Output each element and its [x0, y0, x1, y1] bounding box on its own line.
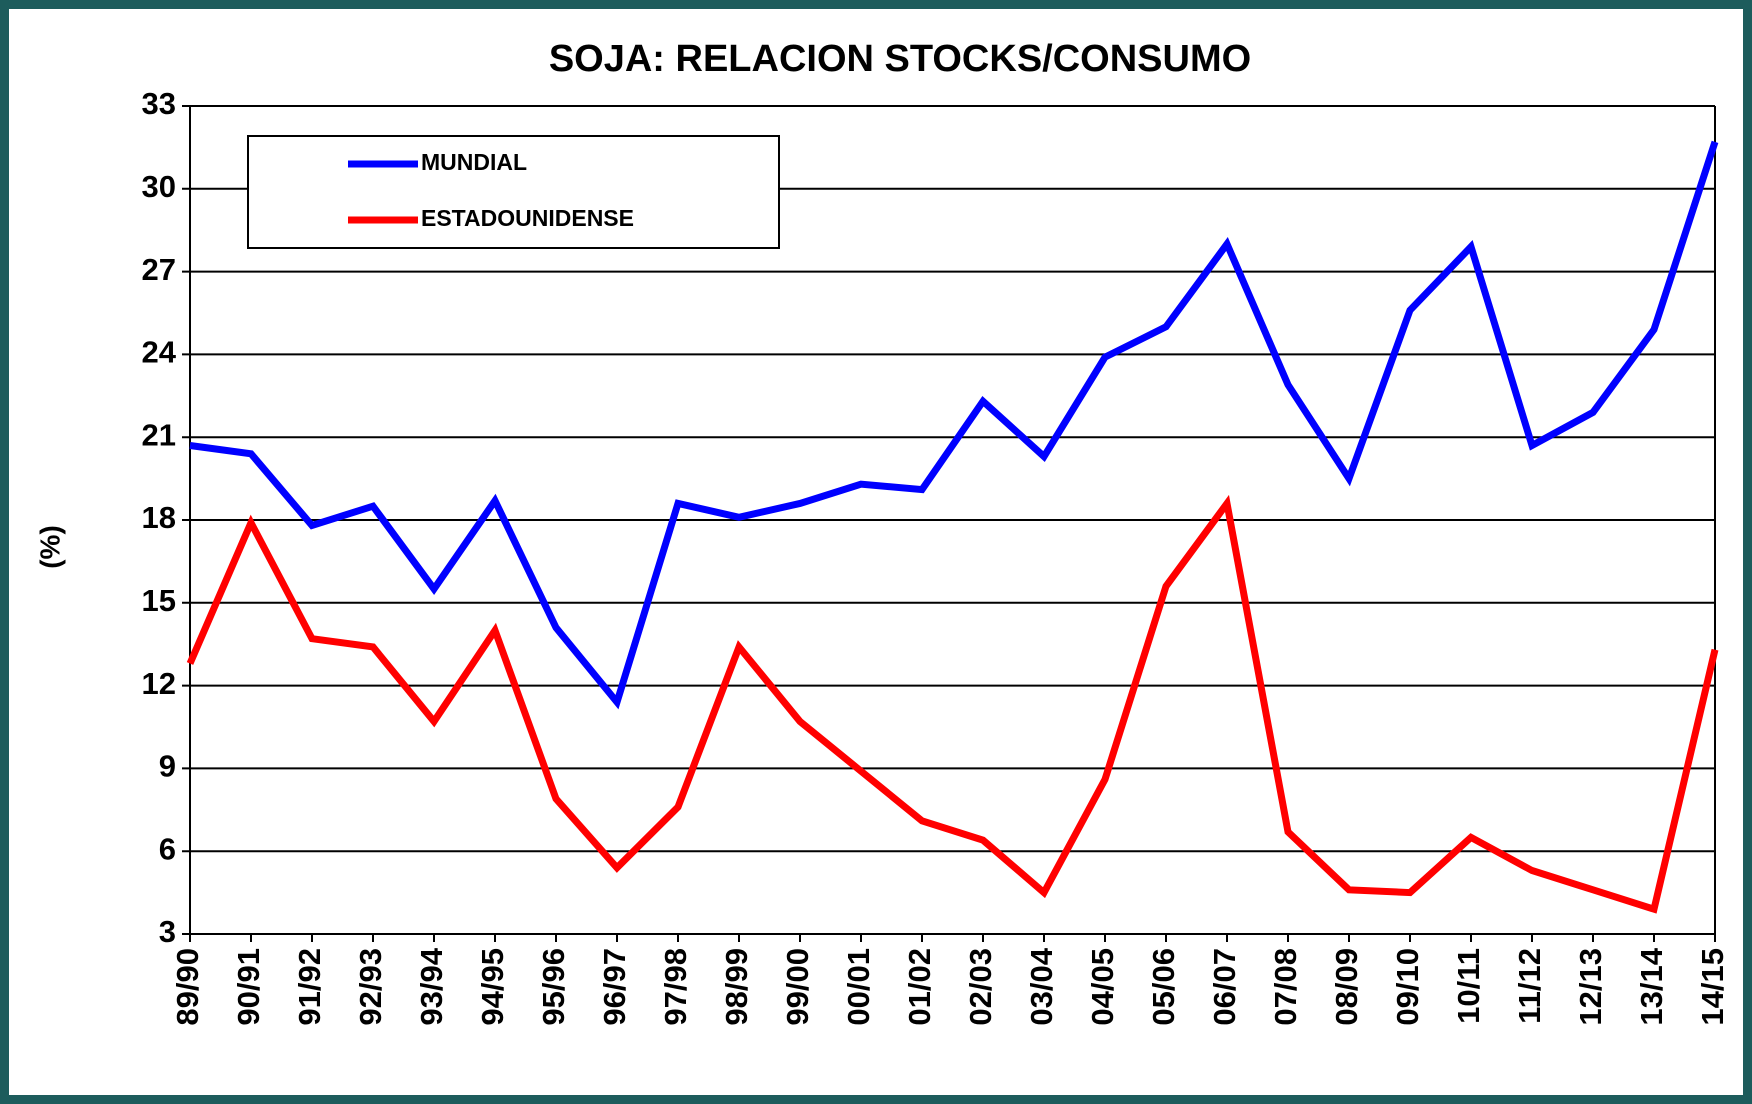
x-tick-label: 91/92 — [292, 948, 327, 1026]
x-tick-label: 90/91 — [231, 948, 266, 1026]
x-tick-label: 12/13 — [1573, 948, 1608, 1026]
legend-box — [247, 135, 780, 249]
x-tick-label: 00/01 — [841, 948, 876, 1026]
y-tick-label: 21 — [142, 417, 176, 452]
x-tick-label: 05/06 — [1146, 948, 1181, 1026]
x-tick-label: 11/12 — [1512, 948, 1547, 1024]
y-tick-label: 24 — [142, 335, 177, 370]
x-tick-label: 89/90 — [170, 948, 205, 1026]
x-tick-label: 04/05 — [1085, 948, 1120, 1026]
x-tick-label: 96/97 — [597, 948, 632, 1026]
y-tick-label: 30 — [142, 169, 176, 204]
legend-label: MUNDIAL — [421, 149, 527, 175]
x-tick-label: 08/09 — [1329, 948, 1364, 1026]
x-tick-label: 95/96 — [536, 948, 571, 1026]
y-tick-label: 12 — [142, 666, 176, 701]
x-tick-label: 07/08 — [1268, 948, 1303, 1026]
series-line — [186, 494, 1719, 914]
y-tick-label: 6 — [159, 831, 176, 866]
y-axis-label: (%) — [34, 525, 65, 569]
x-tick-label: 09/10 — [1390, 948, 1425, 1026]
y-tick-label: 18 — [142, 500, 176, 535]
x-tick-label: 92/93 — [353, 948, 388, 1026]
y-tick-label: 9 — [159, 749, 176, 784]
x-tick-label: 97/98 — [658, 948, 693, 1026]
x-tick-label: 13/14 — [1634, 947, 1669, 1025]
x-tick-label: 98/99 — [719, 948, 754, 1026]
x-tick-label: 01/02 — [902, 948, 937, 1026]
series-line — [189, 140, 1719, 710]
x-tick-label: 03/04 — [1024, 947, 1059, 1025]
x-tick-label: 14/15 — [1695, 948, 1730, 1026]
y-tick-label: 27 — [142, 252, 176, 287]
chart-title: SOJA: RELACION STOCKS/CONSUMO — [549, 38, 1251, 80]
x-tick-label: 02/03 — [963, 948, 998, 1026]
x-tick-label: 93/94 — [414, 947, 449, 1025]
x-tick-label: 06/07 — [1207, 948, 1242, 1026]
x-tick-label: 99/00 — [780, 948, 815, 1026]
y-tick-label: 15 — [142, 583, 176, 618]
x-tick-label: 94/95 — [475, 948, 510, 1026]
legend-label: ESTADOUNIDENSE — [421, 205, 634, 231]
y-tick-label: 33 — [142, 86, 176, 121]
y-tick-label: 3 — [159, 914, 176, 949]
x-tick-label: 10/11 — [1451, 948, 1486, 1024]
